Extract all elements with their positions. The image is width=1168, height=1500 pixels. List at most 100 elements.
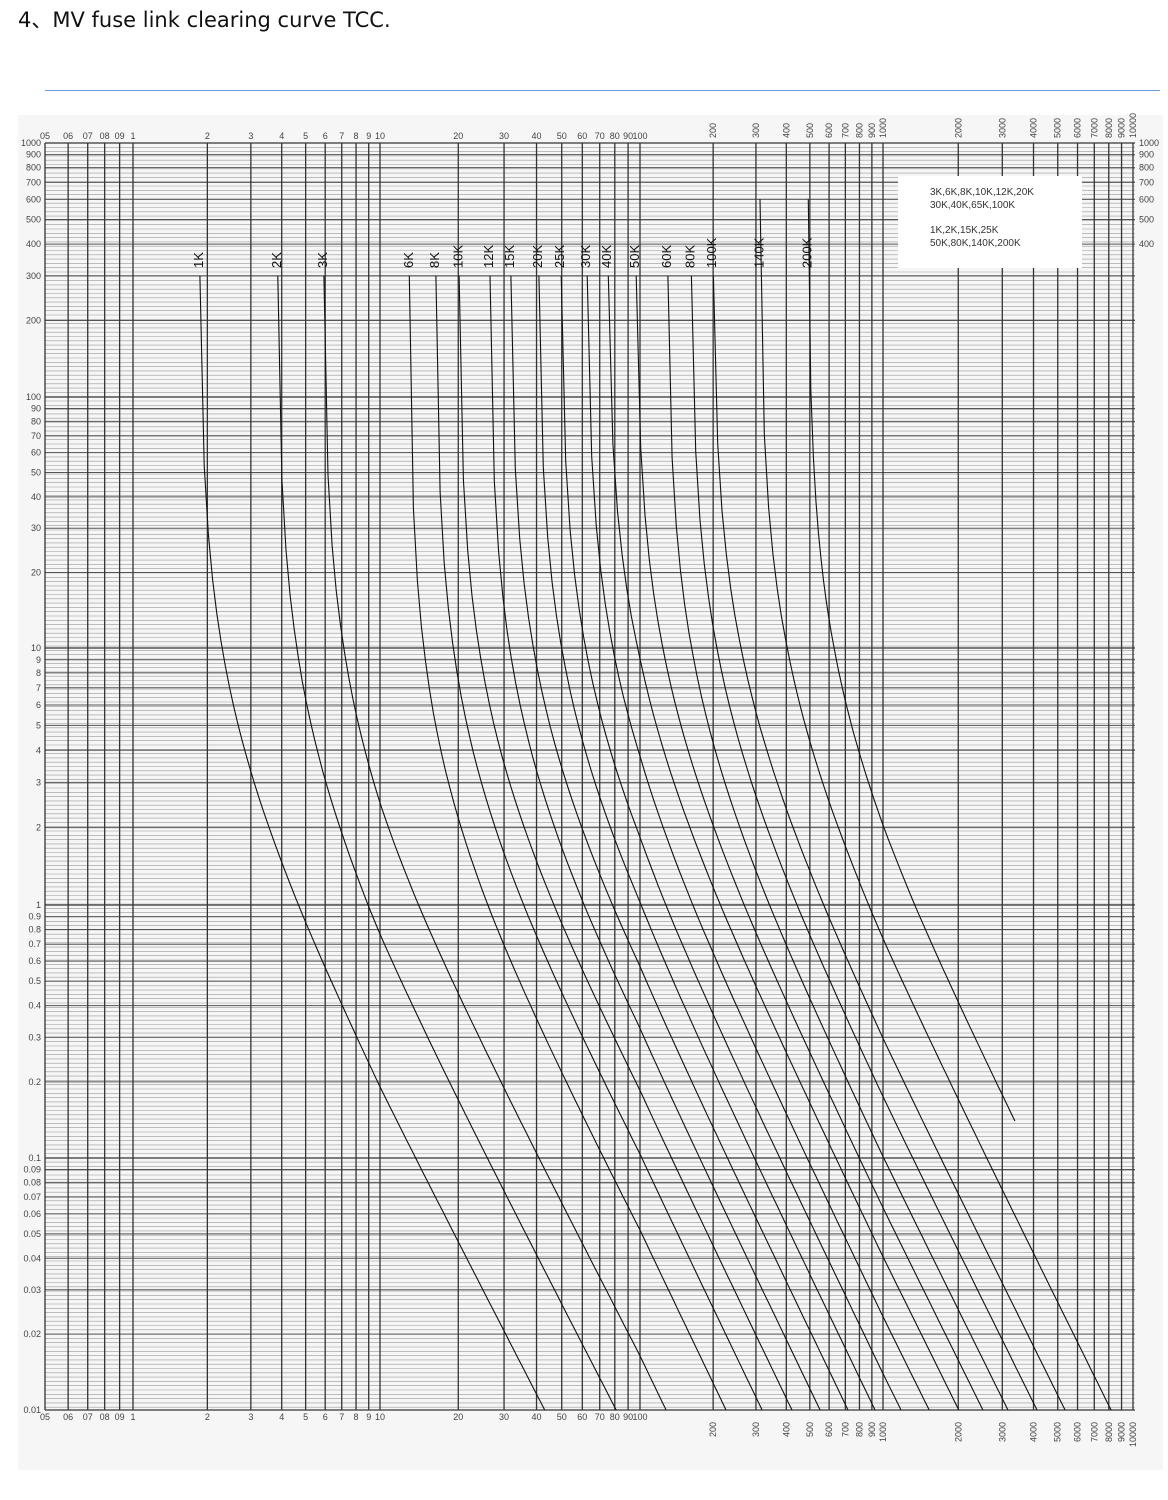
x-tick-label-top: 6: [323, 131, 328, 141]
x-tick-label-top: 07: [83, 131, 93, 141]
x-tick-label-top: 08: [100, 131, 110, 141]
x-tick-label-top: 200: [708, 123, 718, 138]
y-tick-label-left: 0.05: [23, 1229, 41, 1239]
y-tick-label-left: 0.01: [23, 1405, 41, 1415]
curve-label-15K: 15K: [502, 245, 517, 268]
y-tick-label-left: 3: [36, 777, 41, 787]
curve-50K: [635, 275, 984, 1411]
x-tick-label-top: 20: [453, 131, 463, 141]
y-tick-label-left: 0.2: [28, 1077, 41, 1087]
curve-20K: [538, 275, 876, 1411]
header-rule: [45, 90, 1160, 91]
curve-6K: [408, 275, 727, 1411]
y-tick-label-left: 500: [26, 214, 41, 224]
y-tick-label-left: 0.5: [28, 976, 41, 986]
x-tick-label-bottom: 8000: [1104, 1422, 1114, 1442]
curve-label-2K: 2K: [269, 252, 284, 268]
y-tick-label-left: 0.9: [28, 912, 41, 922]
x-tick-label-bottom: 7: [339, 1412, 344, 1422]
y-tick-label-left: 8: [36, 668, 41, 678]
curve-label-30K: 30K: [578, 245, 593, 268]
y-tick-label-left: 30: [31, 523, 41, 533]
curve-30K: [586, 275, 930, 1411]
x-tick-label-top: 7: [339, 131, 344, 141]
x-tick-label-bottom: 20: [453, 1412, 463, 1422]
x-tick-label-top: 4: [279, 131, 284, 141]
y-tick-label-left: 4: [36, 745, 41, 755]
x-tick-label-bottom: 09: [115, 1412, 125, 1422]
curve-label-140K: 140K: [751, 237, 766, 268]
curve-2K: [277, 275, 617, 1411]
x-tick-label-top: 4000: [1029, 118, 1039, 138]
x-tick-label-top: 10: [375, 131, 385, 141]
x-tick-label-top: 2000: [953, 118, 963, 138]
y-tick-label-left: 300: [26, 271, 41, 281]
y-tick-label-right: 500: [1139, 214, 1154, 224]
curve-8K: [435, 275, 763, 1411]
y-tick-label-left: 90: [31, 403, 41, 413]
x-tick-label-top: 90: [623, 131, 633, 141]
x-tick-label-bottom: 70: [595, 1412, 605, 1422]
y-tick-label-left: 0.09: [23, 1165, 41, 1175]
y-tick-label-left: 1: [36, 900, 41, 910]
x-tick-label-bottom: 5000: [1053, 1422, 1063, 1442]
x-tick-label-top: 9000: [1117, 118, 1127, 138]
curve-25K: [560, 275, 902, 1411]
x-tick-label-bottom: 08: [100, 1412, 110, 1422]
x-tick-label-top: 10000: [1128, 113, 1138, 138]
x-tick-label-bottom: 10000: [1128, 1422, 1138, 1447]
x-tick-label-bottom: 200: [708, 1422, 718, 1437]
y-tick-label-left: 20: [31, 567, 41, 577]
x-tick-label-bottom: 600: [824, 1422, 834, 1437]
y-tick-label-left: 40: [31, 492, 41, 502]
y-tick-label-left: 0.08: [23, 1177, 41, 1187]
x-tick-label-top: 1000: [878, 118, 888, 138]
y-tick-label-left: 700: [26, 177, 41, 187]
x-tick-label-bottom: 9: [366, 1412, 371, 1422]
x-tick-label-bottom: 60: [577, 1412, 587, 1422]
x-tick-label-bottom: 06: [63, 1412, 73, 1422]
y-tick-label-left: 0.8: [28, 925, 41, 935]
x-tick-label-top: 8000: [1104, 118, 1114, 138]
x-tick-label-top: 600: [824, 123, 834, 138]
x-tick-label-bottom: 800: [854, 1422, 864, 1437]
curve-3K: [323, 275, 667, 1411]
legend: 3K,6K,8K,10K,12K,20K 30K,40K,65K,100K 1K…: [898, 176, 1082, 268]
curve-label-50K: 50K: [627, 245, 642, 268]
y-tick-label-left: 0.07: [23, 1192, 41, 1202]
x-tick-label-top: 9: [366, 131, 371, 141]
x-tick-label-bottom: 900: [867, 1422, 877, 1437]
curve-80K: [690, 275, 1038, 1411]
curve-label-8K: 8K: [427, 252, 442, 268]
x-tick-label-top: 6000: [1073, 118, 1083, 138]
x-tick-label-top: 09: [115, 131, 125, 141]
y-tick-label-left: 0.1: [28, 1153, 41, 1163]
y-tick-label-right: 600: [1139, 194, 1154, 204]
x-tick-label-top: 50: [557, 131, 567, 141]
y-tick-label-left: 400: [26, 239, 41, 249]
curve-label-100K: 100K: [704, 237, 719, 268]
x-tick-label-top: 2: [205, 131, 210, 141]
page-title: 4、MV fuse link clearing curve TCC.: [18, 8, 391, 32]
y-tick-label-left: 5: [36, 720, 41, 730]
x-tick-label-bottom: 4: [279, 1412, 284, 1422]
curve-140K: [759, 199, 1112, 1411]
x-tick-label-bottom: 30: [499, 1412, 509, 1422]
y-tick-label-right: 400: [1139, 239, 1154, 249]
curve-12K: [489, 275, 821, 1411]
curve-100K: [712, 275, 1066, 1411]
x-tick-label-bottom: 700: [840, 1422, 850, 1437]
x-tick-label-bottom: 9000: [1117, 1422, 1127, 1442]
x-tick-label-top: 3: [248, 131, 253, 141]
x-tick-label-top: 5000: [1053, 118, 1063, 138]
y-tick-label-left: 6: [36, 700, 41, 710]
y-tick-label-left: 10: [31, 643, 41, 653]
x-tick-label-top: 800: [854, 123, 864, 138]
curve-label-80K: 80K: [682, 245, 697, 268]
x-tick-label-top: 7000: [1089, 118, 1099, 138]
y-tick-label-left: 0.7: [28, 939, 41, 949]
curve-60K: [667, 275, 1009, 1411]
x-tick-label-bottom: 3: [248, 1412, 253, 1422]
x-tick-label-bottom: 2: [205, 1412, 210, 1422]
